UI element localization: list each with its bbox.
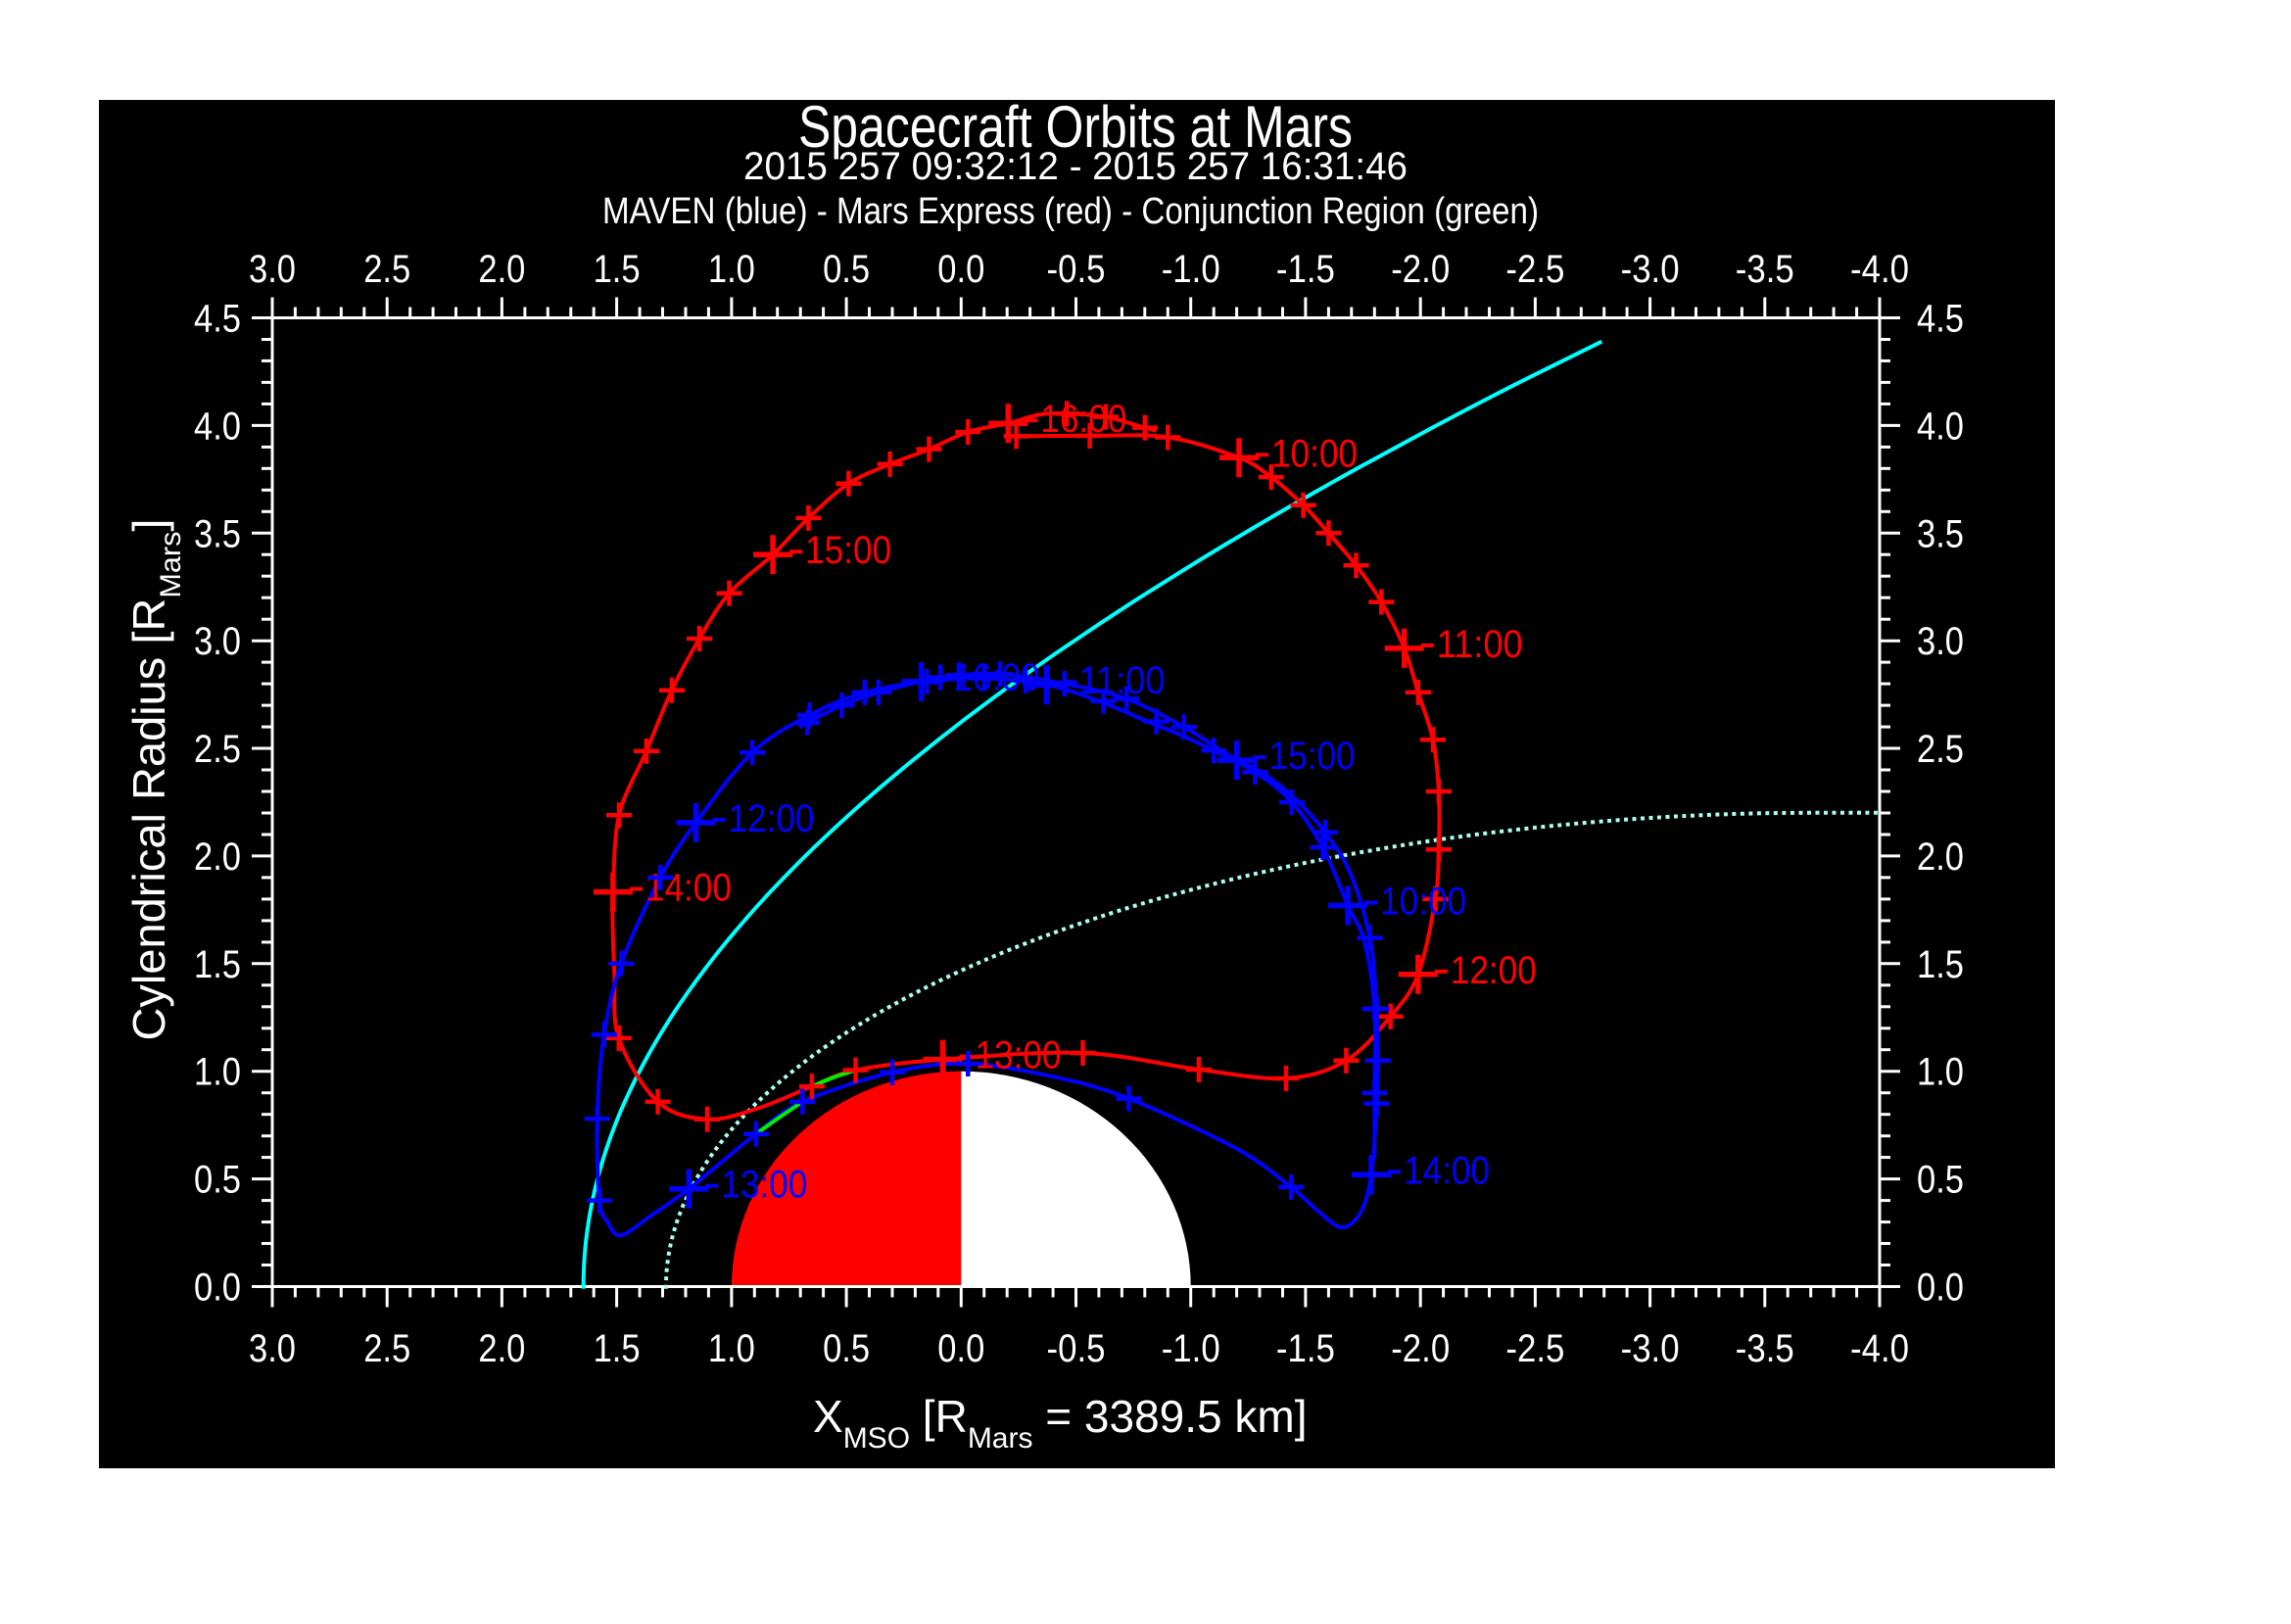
svg-text:4.5: 4.5: [1917, 298, 1964, 341]
svg-text:0.0: 0.0: [194, 1266, 241, 1310]
svg-text:0.0: 0.0: [1917, 1266, 1964, 1310]
svg-text:Spacecraft Orbits at Mars: Spacecraft Orbits at Mars: [798, 94, 1353, 160]
svg-text:1.5: 1.5: [194, 943, 241, 986]
svg-text:4.5: 4.5: [194, 298, 241, 341]
svg-text:2.5: 2.5: [363, 1327, 410, 1370]
svg-text:-2.5: -2.5: [1505, 248, 1564, 291]
svg-text:-3.0: -3.0: [1621, 248, 1680, 291]
svg-text:16:00: 16:00: [954, 656, 1040, 699]
svg-text:14:00: 14:00: [1404, 1149, 1490, 1192]
svg-text:2.5: 2.5: [1917, 728, 1964, 771]
svg-text:15:00: 15:00: [805, 529, 891, 572]
svg-text:2.5: 2.5: [363, 248, 410, 291]
svg-text:0.0: 0.0: [937, 1327, 984, 1370]
svg-text:-3.5: -3.5: [1736, 1327, 1794, 1370]
svg-text:11:00: 11:00: [1079, 659, 1166, 702]
svg-text:15:00: 15:00: [1269, 735, 1356, 778]
svg-text:3.5: 3.5: [1917, 512, 1964, 555]
svg-text:2.0: 2.0: [478, 1327, 525, 1370]
svg-text:4.0: 4.0: [1917, 405, 1964, 448]
svg-text:-1.0: -1.0: [1162, 248, 1220, 291]
svg-text:1.5: 1.5: [594, 248, 641, 291]
svg-text:1.0: 1.0: [708, 1327, 755, 1370]
svg-text:0.5: 0.5: [823, 248, 870, 291]
svg-text:1.0: 1.0: [1917, 1051, 1964, 1094]
svg-text:-4.0: -4.0: [1850, 1327, 1909, 1370]
svg-text:-1.5: -1.5: [1276, 1327, 1335, 1370]
svg-text:-1.0: -1.0: [1162, 1327, 1220, 1370]
svg-text:1.0: 1.0: [194, 1051, 241, 1094]
svg-text:3.0: 3.0: [1917, 620, 1964, 663]
svg-text:2015 257 09:32:12 - 2015 257 1: 2015 257 09:32:12 - 2015 257 16:31:46: [743, 145, 1408, 188]
svg-text:0.5: 0.5: [823, 1327, 870, 1370]
svg-text:10:00: 10:00: [1271, 432, 1358, 475]
svg-text:-3.0: -3.0: [1621, 1327, 1680, 1370]
svg-text:MAVEN (blue) - Mars Express (r: MAVEN (blue) - Mars Express (red) - Conj…: [602, 191, 1539, 232]
svg-text:0.5: 0.5: [1917, 1159, 1964, 1202]
svg-text:XMSO [RMars = 3389.5 km]: XMSO [RMars = 3389.5 km]: [813, 1391, 1307, 1455]
svg-text:1.5: 1.5: [594, 1327, 641, 1370]
svg-text:3.5: 3.5: [194, 512, 241, 555]
svg-text:12:00: 12:00: [729, 797, 815, 840]
svg-text:-4.0: -4.0: [1850, 248, 1909, 291]
svg-text:2.5: 2.5: [194, 728, 241, 771]
svg-text:2.0: 2.0: [478, 248, 525, 291]
svg-text:3.0: 3.0: [249, 1327, 296, 1370]
svg-text:2.0: 2.0: [1917, 836, 1964, 879]
svg-text:3.0: 3.0: [194, 620, 241, 663]
svg-text:-0.5: -0.5: [1047, 1327, 1106, 1370]
svg-text:0.0: 0.0: [937, 248, 984, 291]
svg-text:2.0: 2.0: [194, 836, 241, 879]
svg-text:-2.5: -2.5: [1505, 1327, 1564, 1370]
svg-text:1.0: 1.0: [708, 248, 755, 291]
svg-text:-2.0: -2.0: [1391, 248, 1450, 291]
svg-text:3.0: 3.0: [249, 248, 296, 291]
svg-text:0.5: 0.5: [194, 1159, 241, 1202]
svg-text:1.5: 1.5: [1917, 943, 1964, 986]
svg-text:10:00: 10:00: [1380, 881, 1466, 924]
svg-text:-2.0: -2.0: [1391, 1327, 1450, 1370]
svg-text:-1.5: -1.5: [1276, 248, 1335, 291]
svg-text:12:00: 12:00: [1451, 949, 1537, 992]
svg-text:13:00: 13:00: [721, 1164, 807, 1207]
svg-text:11:00: 11:00: [1437, 623, 1523, 666]
svg-text:13:00: 13:00: [976, 1034, 1062, 1077]
svg-text:16:00: 16:00: [1040, 398, 1126, 441]
svg-text:-0.5: -0.5: [1047, 248, 1106, 291]
svg-text:4.0: 4.0: [194, 405, 241, 448]
svg-text:-3.5: -3.5: [1736, 248, 1794, 291]
